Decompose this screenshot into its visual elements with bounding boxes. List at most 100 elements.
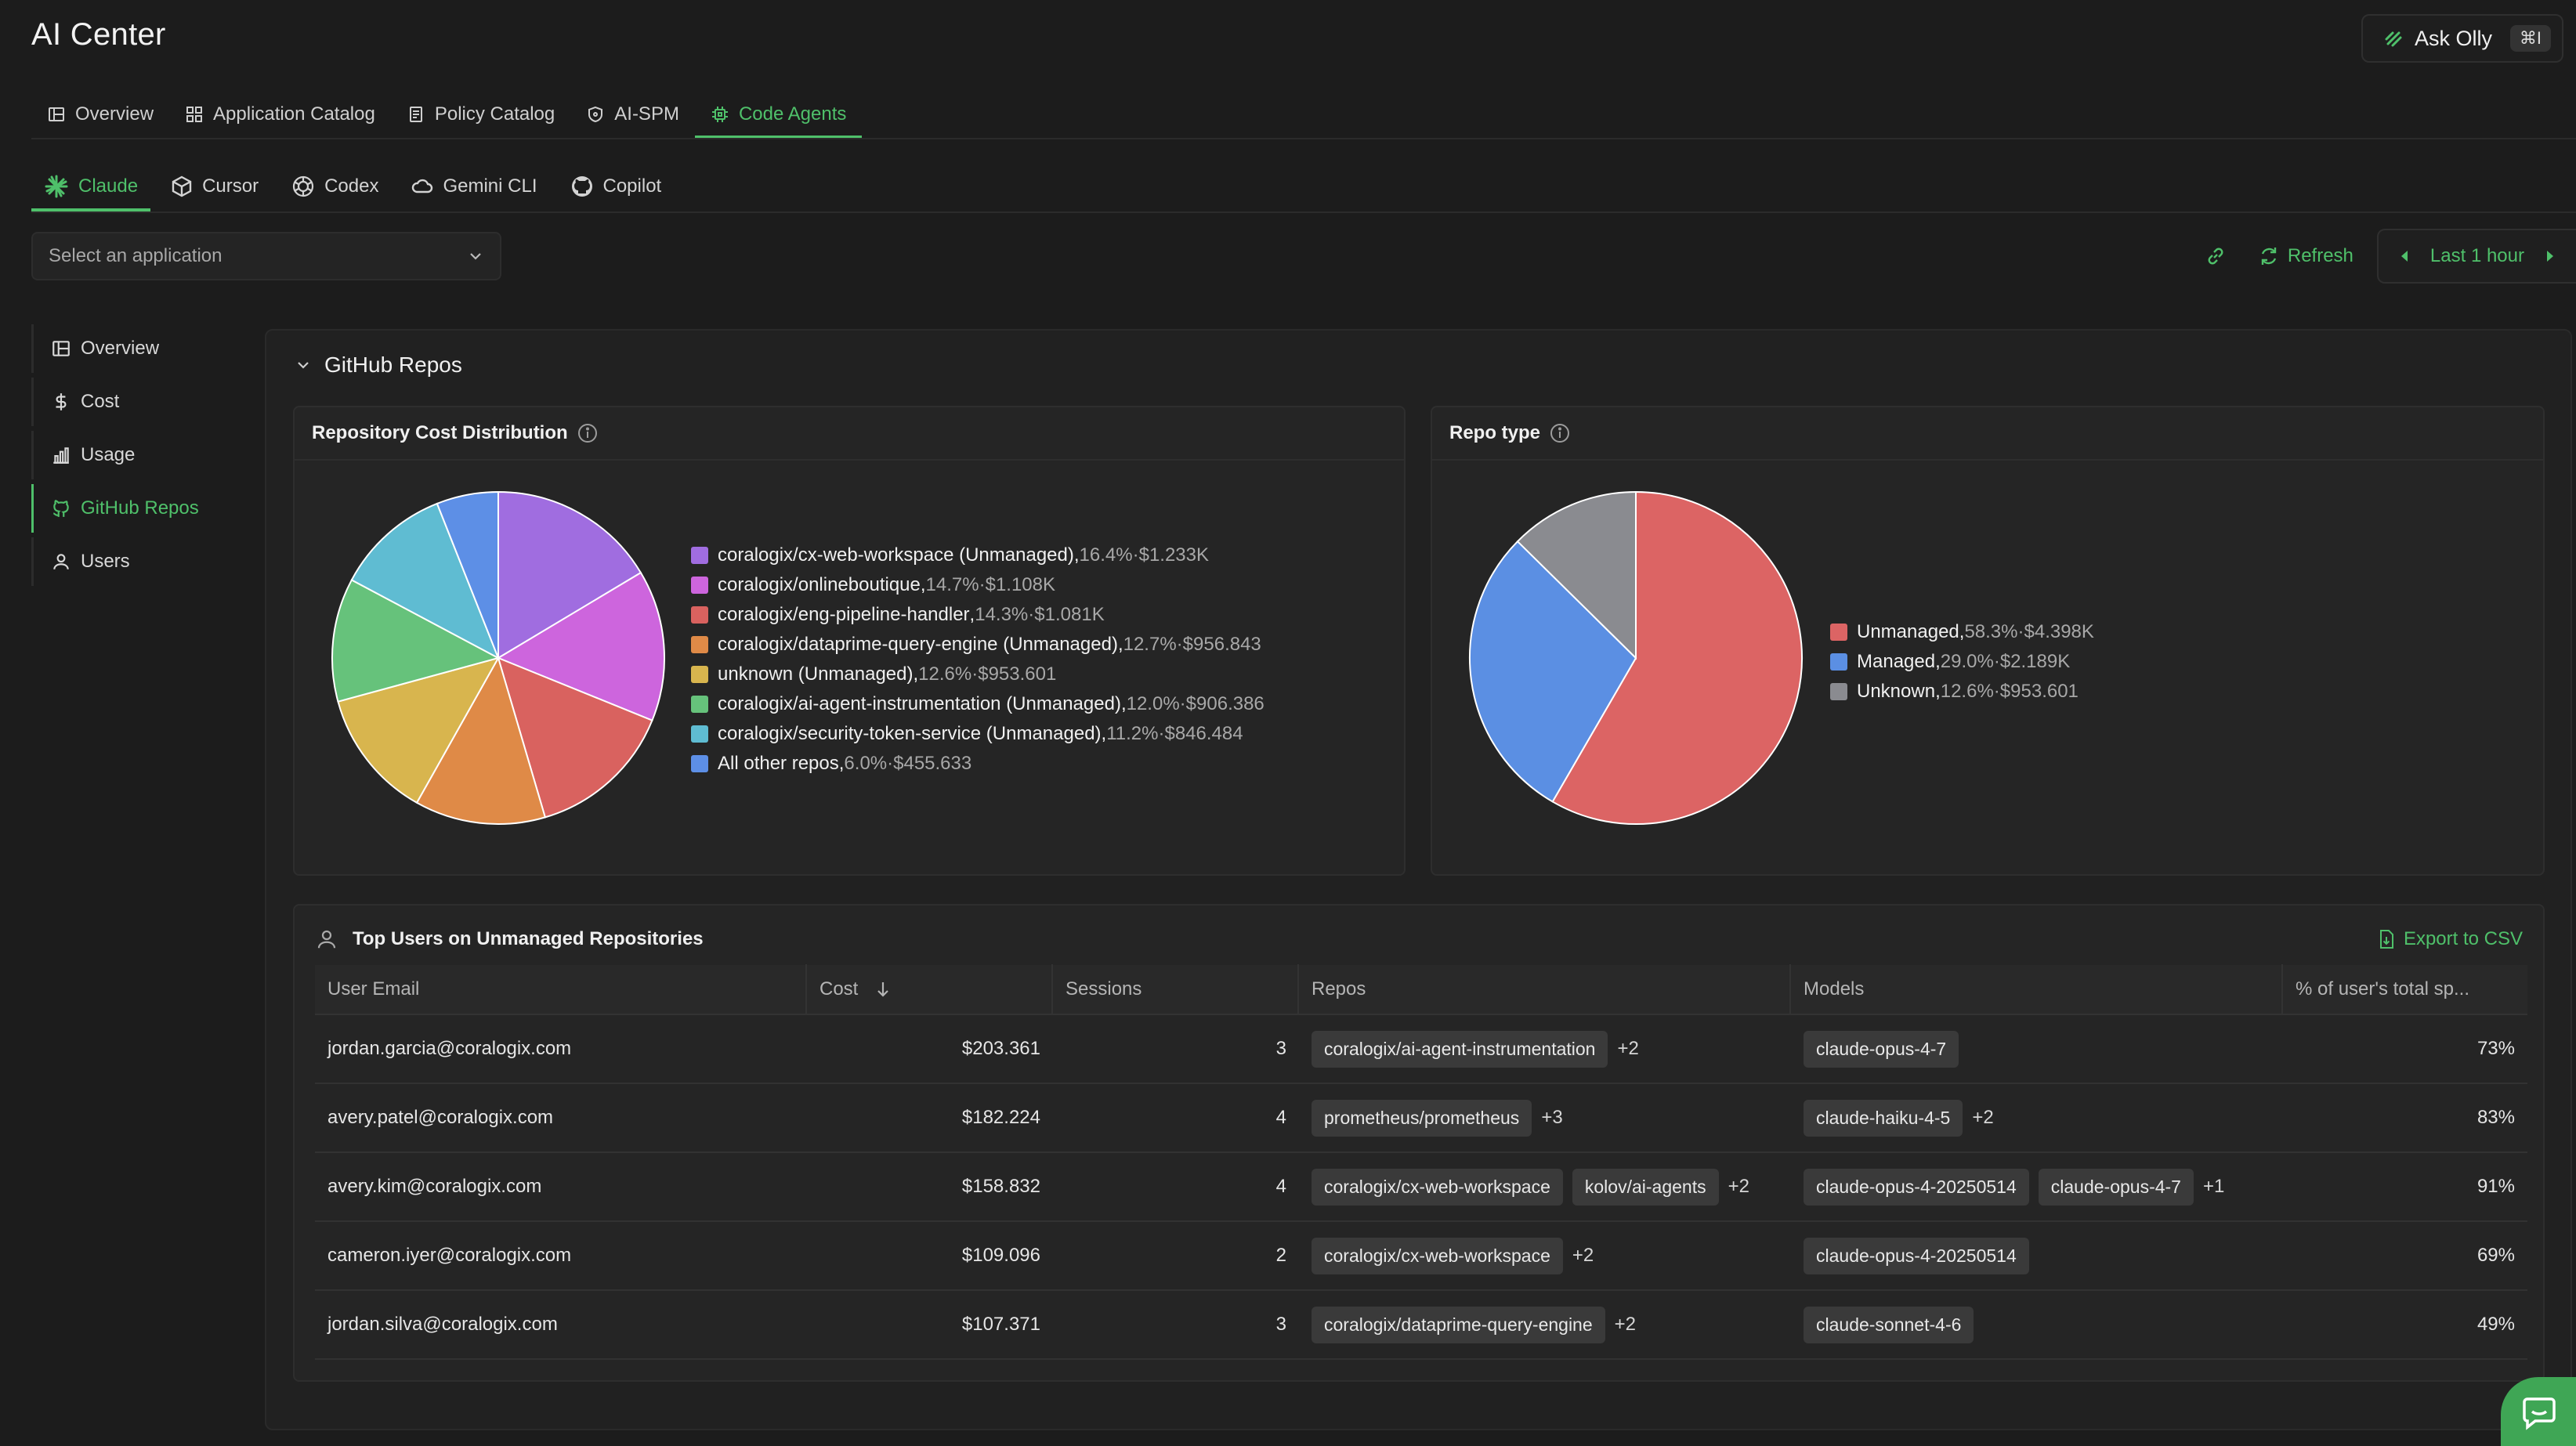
tab-copilot[interactable]: Copilot [558, 164, 675, 211]
table-row[interactable]: avery.kim@coralogix.com $158.832 4 coralogi… [315, 1153, 2527, 1222]
repo-type-legend: Unmanaged, 58.3% · $4.398K Managed, 29.0%… [1830, 617, 2094, 707]
table-row[interactable]: jordan.garcia@coralogix.com $203.361 3 cora… [315, 1015, 2527, 1084]
legend-percent: 6.0% [844, 753, 888, 774]
repo-chip[interactable]: coralogix/ai-agent-instrumentation [1312, 1030, 1608, 1068]
pie-slice[interactable] [436, 490, 499, 659]
tab-label: Overview [75, 103, 154, 125]
legend-item[interactable]: coralogix/cx-web-workspace (Unmanaged), … [691, 540, 1264, 570]
card-header: Top Users on Unmanaged Repositories Expo… [295, 906, 2543, 973]
chevron-left-icon[interactable] [2399, 249, 2410, 263]
legend-swatch [691, 577, 708, 594]
column-header-models[interactable]: Models [1791, 964, 2283, 1014]
repo-chip[interactable]: coralogix/dataprime-query-engine [1312, 1306, 1605, 1343]
tab-application-catalog[interactable]: Application Catalog [169, 93, 391, 139]
table-row[interactable]: cameron.iyer@coralogix.com $109.096 2 coral… [315, 1222, 2527, 1291]
repo-chip[interactable]: prometheus/prometheus [1312, 1099, 1532, 1137]
repos-more-count[interactable]: +2 [1614, 1314, 1637, 1335]
sessions-value: 3 [1275, 1038, 1286, 1059]
user-email: cameron.iyer@coralogix.com [327, 1245, 572, 1266]
repos-more-count[interactable]: +2 [1572, 1245, 1594, 1266]
tab-ai-spm[interactable]: AI-SPM [570, 93, 695, 139]
export-csv-button[interactable]: Export to CSV [2377, 928, 2523, 950]
legend-value: $953.601 [1999, 681, 2079, 702]
nav-item-github-repos[interactable]: GitHub Repos [31, 484, 235, 533]
legend-item[interactable]: coralogix/dataprime-query-engine (Unmana… [691, 630, 1264, 660]
nav-item-cost[interactable]: Cost [31, 378, 235, 426]
models-more-count[interactable]: +2 [1972, 1107, 1994, 1128]
ask-olly-button[interactable]: Ask Olly ⌘I [2361, 14, 2563, 63]
table-row[interactable]: avery.patel@coralogix.com $182.224 4 promet… [315, 1084, 2527, 1153]
pie-slice[interactable] [415, 656, 547, 825]
model-chip[interactable]: claude-opus-4-20250514 [1804, 1237, 2029, 1274]
column-header-pct-spend[interactable]: % of user's total sp... [2283, 964, 2527, 1014]
model-chip[interactable]: claude-sonnet-4-6 [1804, 1306, 1974, 1343]
chat-launcher-button[interactable] [2501, 1377, 2576, 1446]
pie-slice[interactable] [497, 490, 642, 660]
legend-item[interactable]: coralogix/ai-agent-instrumentation (Unma… [691, 689, 1264, 719]
tab-code-agents[interactable]: Code Agents [694, 93, 863, 139]
info-icon[interactable] [577, 423, 598, 443]
top-users-table: User Email Cost Sessions Repos Models % … [315, 964, 2527, 1360]
legend-item[interactable]: Managed, 29.0% · $2.189K [1830, 647, 2094, 677]
legend-sep: , [969, 604, 975, 625]
legend-percent: 12.6% [1940, 681, 1994, 702]
chevron-right-icon[interactable] [2545, 249, 2556, 263]
cell-models: claude-opus-4-7 [1791, 1014, 2283, 1083]
pie-slice[interactable] [331, 579, 501, 703]
pie-slice[interactable] [337, 656, 501, 804]
time-range-picker[interactable]: Last 1 hour [2376, 229, 2576, 284]
legend-percent: 14.3% [975, 604, 1029, 625]
model-chip[interactable]: claude-haiku-4-5 [1804, 1099, 1963, 1137]
pie-slice[interactable] [497, 656, 653, 819]
tab-policy-catalog[interactable]: Policy Catalog [391, 93, 570, 139]
tab-overview[interactable]: Overview [31, 93, 169, 139]
legend-item[interactable]: Unknown, 12.6% · $953.601 [1830, 677, 2094, 707]
section-title: GitHub Repos [324, 352, 462, 377]
model-chip[interactable]: claude-opus-4-7 [2038, 1168, 2194, 1206]
model-chip[interactable]: claude-opus-4-20250514 [1804, 1168, 2029, 1206]
link-icon[interactable] [2205, 245, 2227, 267]
pie-slice[interactable] [496, 571, 665, 721]
column-header-sessions[interactable]: Sessions [1053, 964, 1299, 1014]
legend-item[interactable]: All other repos, 6.0% · $455.633 [691, 749, 1264, 779]
tab-label: AI-SPM [614, 103, 679, 125]
tab-cursor[interactable]: Cursor [158, 164, 271, 211]
column-header-repos[interactable]: Repos [1299, 964, 1791, 1014]
tab-codex[interactable]: Codex [279, 164, 391, 211]
nav-item-overview[interactable]: Overview [31, 324, 235, 373]
cell-models: claude-haiku-4-5 +2 [1791, 1083, 2283, 1152]
repo-chip[interactable]: kolov/ai-agents [1572, 1168, 1719, 1206]
repo-chip[interactable]: coralogix/cx-web-workspace [1312, 1237, 1563, 1274]
pie-slice[interactable] [1516, 490, 1637, 660]
legend-sep: · [1993, 681, 2000, 702]
model-chip[interactable]: claude-opus-4-7 [1804, 1030, 1959, 1068]
tab-gemini-cli[interactable]: Gemini CLI [399, 164, 549, 211]
legend-value: $846.484 [1164, 723, 1243, 744]
legend-item[interactable]: coralogix/security-token-service (Unmana… [691, 719, 1264, 749]
info-icon[interactable] [1550, 423, 1570, 443]
chevron-down-icon [467, 248, 484, 265]
column-header-user-email[interactable]: User Email [315, 964, 807, 1014]
pie-slice[interactable] [1551, 490, 1803, 825]
legend-swatch [691, 606, 708, 624]
application-select[interactable]: Select an application [31, 232, 501, 280]
tab-claude[interactable]: Claude [31, 164, 151, 211]
table-row[interactable]: jordan.silva@coralogix.com $107.371 3 coral… [315, 1291, 2527, 1360]
page-title: AI Center [31, 17, 166, 52]
legend-item[interactable]: coralogix/onlineboutique, 14.7% · $1.108… [691, 570, 1264, 600]
pie-slice[interactable] [350, 502, 500, 660]
repos-more-count[interactable]: +2 [1728, 1176, 1749, 1197]
legend-item[interactable]: unknown (Unmanaged), 12.6% · $953.601 [691, 660, 1264, 689]
models-more-count[interactable]: +1 [2202, 1176, 2225, 1197]
nav-item-usage[interactable]: Usage [31, 431, 235, 479]
repos-more-count[interactable]: +3 [1541, 1107, 1563, 1128]
nav-item-users[interactable]: Users [31, 537, 235, 586]
refresh-button[interactable]: Refresh [2258, 245, 2353, 267]
column-header-cost[interactable]: Cost [807, 964, 1053, 1014]
legend-item[interactable]: Unmanaged, 58.3% · $4.398K [1830, 617, 2094, 647]
repo-chip[interactable]: coralogix/cx-web-workspace [1312, 1168, 1563, 1206]
pie-slice[interactable] [1469, 540, 1637, 803]
section-header[interactable]: GitHub Repos [295, 352, 462, 378]
repos-more-count[interactable]: +2 [1617, 1038, 1639, 1059]
legend-item[interactable]: coralogix/eng-pipeline-handler, 14.3% · … [691, 600, 1264, 630]
